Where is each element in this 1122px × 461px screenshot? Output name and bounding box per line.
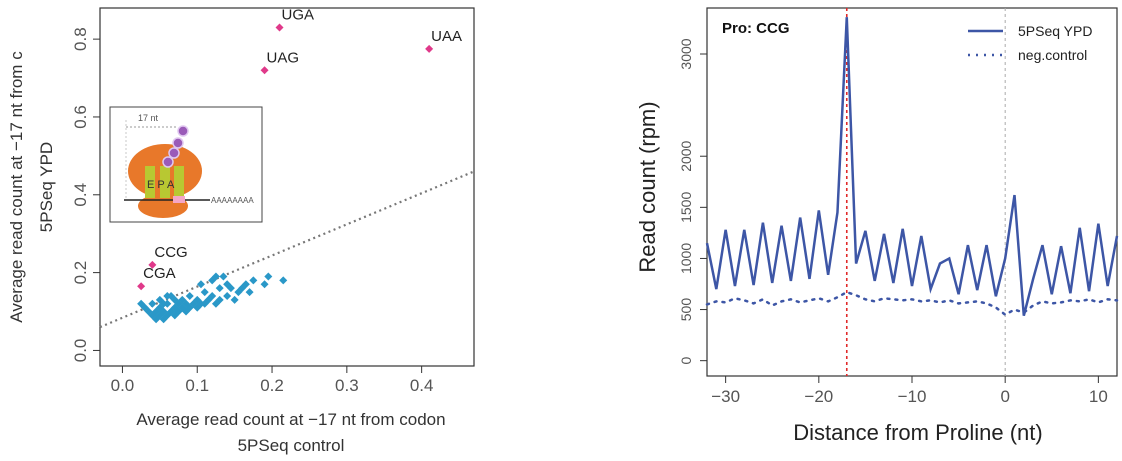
line-y-ticks: 0 500 1000 1500 2000 3000 <box>678 38 707 365</box>
inset-distance-label: 17 nt <box>138 113 159 123</box>
x-tick-label: 0 <box>1000 387 1009 406</box>
codon-point <box>170 295 179 304</box>
codon-point <box>137 299 146 308</box>
y-tick-label: 3000 <box>678 38 694 69</box>
legend: 5PSeq YPD neg.control <box>968 23 1092 63</box>
codon-point <box>185 291 194 300</box>
x-tick-label: 0.4 <box>410 376 434 395</box>
codon-point <box>196 280 205 289</box>
peptide-bead <box>177 125 189 137</box>
scatter-x-ticks: 0.0 0.1 0.2 0.3 0.4 <box>111 366 434 395</box>
scatter-x-axis-title-line1: Average read count at −17 nt from codon <box>136 410 445 429</box>
legend-label-5pseq-ypd: 5PSeq YPD <box>1018 23 1092 39</box>
highlight-label-cga: CGA <box>143 265 176 282</box>
x-tick-label: 0.3 <box>335 376 359 395</box>
peptide-bead <box>172 137 184 149</box>
scatter-plot-frame <box>99 7 475 367</box>
highlight-label-uaa: UAA <box>431 28 462 45</box>
series-line-neg-control <box>705 290 1119 317</box>
scatter-panel: 0.0 0.2 0.4 0.6 0.8 0.0 0.1 0.2 0.3 0.4 UGA UAG UA… <box>7 6 475 455</box>
codon-point <box>215 295 224 304</box>
x-tick-label: 0.0 <box>111 376 135 395</box>
codon-point <box>260 280 269 289</box>
codon-point <box>215 284 224 293</box>
decapping-mark <box>173 196 185 203</box>
line-x-ticks: −30 −20 −10 0 10 <box>711 376 1108 406</box>
highlight-point-uga <box>275 23 284 32</box>
poly-a-tail: AAAAAAAA <box>211 196 254 205</box>
y-tick-label: 1500 <box>678 192 694 223</box>
codon-point <box>264 272 273 281</box>
x-tick-label: 10 <box>1089 387 1108 406</box>
highlight-point-uaa <box>425 44 434 53</box>
codon-points <box>137 272 288 324</box>
y-tick-label: 0.4 <box>71 183 90 207</box>
x-tick-label: −10 <box>898 387 927 406</box>
y-tick-label: 0 <box>678 357 694 365</box>
line-panel: 0 500 1000 1500 2000 3000 −30 −20 −10 0 10 Pro: C… <box>635 7 1119 445</box>
codon-point <box>219 272 228 281</box>
scatter-x-axis-title-line2: 5PSeq control <box>238 436 345 455</box>
line-x-axis-title: Distance from Proline (nt) <box>793 420 1042 445</box>
trna-a <box>174 166 184 198</box>
x-tick-label: 0.2 <box>260 376 284 395</box>
codon-point <box>230 295 239 304</box>
y-tick-label: 0.6 <box>71 105 90 129</box>
highlight-label-uag: UAG <box>267 49 300 66</box>
highlight-point-cga <box>137 282 146 291</box>
peptide-bead <box>168 147 180 159</box>
legend-label-neg-control: neg.control <box>1018 47 1087 63</box>
line-y-axis-title: Read count (rpm) <box>635 101 660 272</box>
y-tick-label: 0.8 <box>71 27 90 51</box>
panel-title: Pro: CCG <box>722 20 790 37</box>
y-tick-label: 0.2 <box>71 261 90 285</box>
x-tick-label: 0.1 <box>185 376 209 395</box>
scatter-y-axis-title-line2: 5PSeq YPD <box>37 142 56 232</box>
codon-point <box>279 276 288 285</box>
line-plot-frame <box>706 7 1118 377</box>
codon-point <box>226 284 235 293</box>
codon-point <box>241 280 250 289</box>
y-tick-label: 2000 <box>678 140 694 171</box>
highlight-point-ccg <box>148 260 157 269</box>
ribosome-inset: 17 nt E P A AAAAAAAA <box>109 106 263 223</box>
codon-point <box>163 291 172 300</box>
reference-vlines <box>845 8 1006 376</box>
codon-point <box>249 276 258 285</box>
codon-point <box>208 291 217 300</box>
x-tick-label: −30 <box>711 387 740 406</box>
codon-point <box>148 299 157 308</box>
line-series <box>705 17 1119 317</box>
scatter-y-ticks: 0.0 0.2 0.4 0.6 0.8 <box>71 27 100 362</box>
codon-point <box>159 299 168 308</box>
highlight-label-ccg: CCG <box>154 244 187 261</box>
y-tick-label: 500 <box>678 298 694 322</box>
series-line-5pseq-ypd <box>705 17 1119 316</box>
codon-point <box>211 272 220 281</box>
codon-point <box>223 291 232 300</box>
highlight-point-uag <box>260 66 269 75</box>
highlight-label-uga: UGA <box>282 6 315 23</box>
trna-p <box>160 166 170 198</box>
inset-site-labels: E P A <box>147 179 175 191</box>
codon-point <box>200 288 209 297</box>
x-tick-label: −20 <box>804 387 833 406</box>
highlighted-codons: UGA UAG UAA CCG CGA <box>137 6 462 291</box>
scatter-y-axis-title-line1: Average read count at −17 nt from c <box>7 51 26 323</box>
y-tick-label: 1000 <box>678 243 694 274</box>
y-tick-label: 0.0 <box>71 339 90 363</box>
trna-e <box>145 166 155 198</box>
codon-point <box>245 288 254 297</box>
peptide-bead <box>162 156 174 168</box>
